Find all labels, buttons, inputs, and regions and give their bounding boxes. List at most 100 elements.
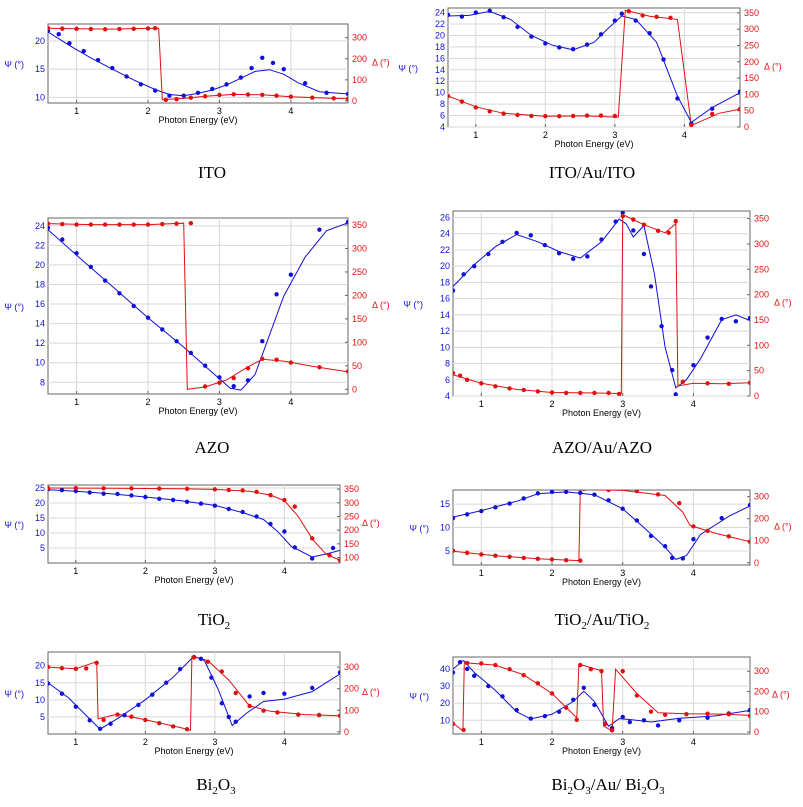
- psi-measured-point: [122, 713, 127, 718]
- psi-measured-point: [143, 494, 148, 500]
- x-axis-label: Photon Energy (eV): [562, 408, 641, 418]
- delta-measured-point: [588, 666, 594, 672]
- delta-measured-point: [226, 487, 231, 493]
- delta-measured-point: [288, 360, 294, 365]
- y-left-tick-label: 10: [35, 92, 45, 102]
- caption-text: Bi: [196, 775, 212, 794]
- y-left-tick-label: 20: [35, 260, 45, 270]
- caption-subscript: 3: [230, 785, 236, 797]
- y-right-tick-label: 200: [744, 57, 759, 67]
- plot-series: [48, 485, 340, 563]
- panel-caption: AZO: [195, 438, 230, 457]
- psi-measured-point: [542, 242, 548, 248]
- x-tick-label: 4: [288, 106, 293, 116]
- panel-caption: ITO/Au/ITO: [549, 163, 635, 182]
- psi-measured-point: [670, 555, 675, 561]
- y-left-tick-label: 18: [440, 277, 450, 287]
- y-right-tick-label: 350: [344, 484, 359, 494]
- y-right-tick-label: 150: [754, 315, 769, 325]
- psi-measured-point: [737, 89, 740, 94]
- delta-measured-point: [282, 497, 287, 503]
- psi-measured-point: [620, 506, 625, 511]
- y-right-tick-label: 250: [744, 40, 759, 50]
- psi-measured-point: [240, 509, 245, 515]
- caption-text: /Au/TiO: [587, 610, 644, 629]
- y-left-axis-label: Ψ (°): [4, 689, 24, 699]
- psi-measured-point: [501, 14, 506, 20]
- y-left-tick-label: 26: [440, 212, 450, 222]
- y-left-tick-label: 20: [35, 498, 45, 508]
- plot-series: [48, 654, 340, 732]
- x-tick-label: 2: [145, 397, 150, 407]
- delta-measured-point: [117, 222, 122, 227]
- psi-measured-point: [464, 666, 470, 672]
- y-right-tick-label: 100: [744, 89, 759, 99]
- delta-measured-point: [677, 501, 682, 506]
- plot-series: [453, 211, 750, 396]
- psi-measured-point: [282, 529, 287, 534]
- delta-measured-point: [479, 661, 484, 666]
- delta-measured-point: [331, 96, 336, 101]
- psi-measured-point: [631, 228, 636, 233]
- psi-fit-line: [453, 491, 750, 560]
- x-tick-label: 3: [612, 130, 617, 140]
- delta-measured-point: [73, 666, 79, 672]
- delta-measured-point: [684, 711, 689, 717]
- delta-measured-point: [535, 389, 541, 394]
- delta-measured-point: [521, 387, 526, 393]
- y-left-axis-label: Ψ (°): [4, 302, 24, 312]
- y-left-axis-label: Ψ (°): [398, 64, 418, 74]
- delta-measured-point: [459, 99, 465, 104]
- psi-measured-point: [198, 501, 204, 506]
- x-tick-label: 1: [479, 399, 484, 409]
- y-left-tick-label: 18: [435, 42, 445, 52]
- y-right-tick-label: 350: [352, 220, 367, 230]
- delta-measured-point: [310, 95, 315, 100]
- delta-measured-point: [464, 550, 470, 556]
- delta-measured-point: [737, 106, 740, 112]
- psi-measured-point: [74, 251, 79, 256]
- delta-measured-point: [574, 717, 579, 723]
- caption-text: ITO/Au/ITO: [549, 163, 635, 182]
- y-left-tick-label: 15: [35, 678, 45, 688]
- psi-measured-point: [170, 497, 176, 503]
- delta-measured-point: [260, 356, 265, 361]
- delta-measured-point: [620, 213, 625, 219]
- delta-measured-point: [60, 221, 65, 227]
- psi-fit-line: [453, 218, 750, 389]
- delta-measured-point: [570, 113, 576, 119]
- caption-text: Bi: [551, 775, 567, 794]
- delta-measured-point: [309, 536, 315, 541]
- psi-measured-point: [138, 82, 144, 87]
- y-left-tick-label: 20: [440, 698, 450, 708]
- delta-measured-point: [747, 380, 750, 386]
- delta-measured-point: [48, 221, 51, 226]
- delta-measured-point: [117, 26, 122, 32]
- delta-measured-point: [88, 26, 94, 32]
- caption-text: ITO: [198, 163, 226, 182]
- delta-measured-point: [709, 111, 715, 117]
- delta-measured-point: [317, 365, 322, 370]
- delta-measured-point: [337, 713, 340, 718]
- y-right-tick-label: 200: [352, 54, 367, 64]
- y-right-tick-label: 200: [754, 686, 769, 696]
- psi-measured-point: [453, 288, 456, 293]
- x-axis-label: Photon Energy (eV): [158, 115, 237, 125]
- psi-measured-point: [709, 106, 715, 111]
- psi-measured-point: [309, 556, 315, 561]
- psi-measured-point: [493, 505, 498, 510]
- psi-measured-point: [87, 718, 92, 723]
- delta-measured-point: [457, 373, 463, 378]
- x-tick-label: 4: [691, 568, 696, 578]
- delta-measured-point: [507, 386, 512, 391]
- y-left-tick-label: 24: [35, 221, 45, 231]
- psi-measured-point: [670, 367, 675, 373]
- psi-measured-point: [210, 86, 215, 92]
- psi-measured-point: [281, 66, 286, 72]
- caption-text: TiO: [555, 610, 582, 629]
- delta-fit-line: [448, 9, 740, 127]
- delta-measured-point: [247, 703, 252, 709]
- psi-measured-point: [226, 714, 231, 720]
- delta-measured-point: [549, 390, 555, 395]
